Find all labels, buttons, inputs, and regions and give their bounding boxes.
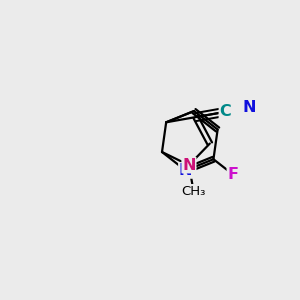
Text: F: F — [227, 167, 238, 182]
Text: N: N — [182, 158, 196, 173]
Text: N: N — [243, 100, 256, 115]
Text: CH₃: CH₃ — [182, 185, 206, 198]
Text: N: N — [179, 163, 192, 178]
Text: C: C — [219, 104, 231, 119]
